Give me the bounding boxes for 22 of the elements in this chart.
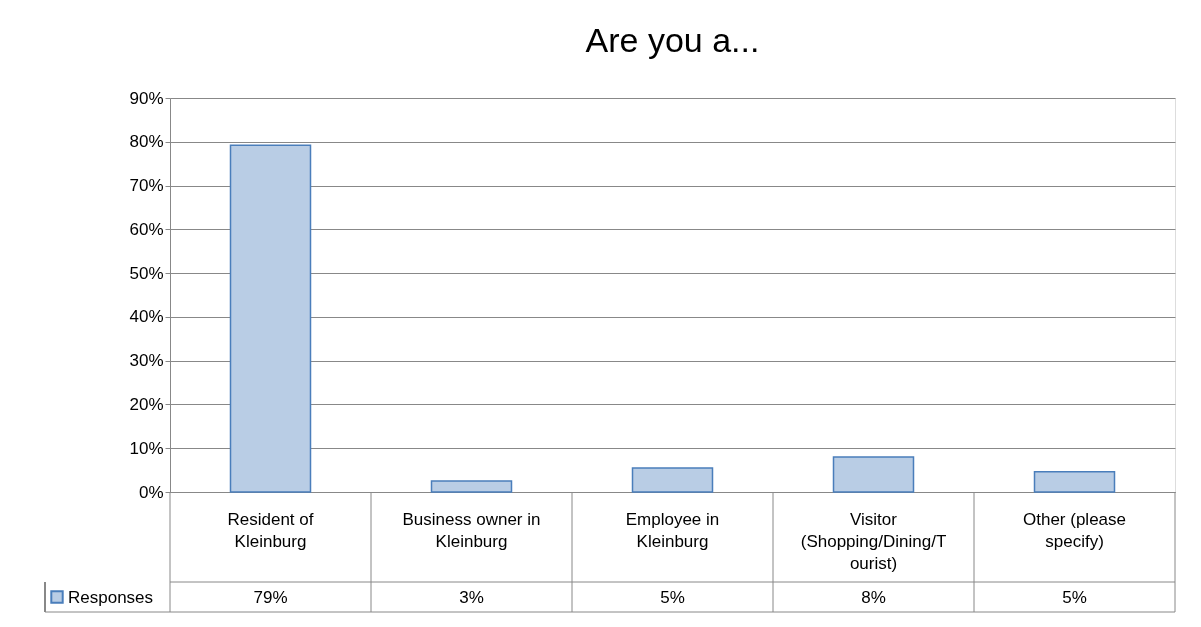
data-label: 5% xyxy=(660,588,685,607)
x-tick-label: Other (please specify) xyxy=(1023,510,1126,551)
y-tick-label: 50% xyxy=(129,263,164,283)
x-tick-label: Resident of Kleinburg xyxy=(227,510,314,551)
y-tick-label: 70% xyxy=(129,176,164,196)
y-tick-label: 40% xyxy=(129,307,164,327)
data-label: 79% xyxy=(253,588,288,607)
y-tick-label: 20% xyxy=(129,394,164,414)
y-tick-label: 0% xyxy=(138,482,164,502)
data-label: 3% xyxy=(459,588,484,607)
y-tick-label: 10% xyxy=(129,438,164,458)
x-tick-label: Visitor (Shopping/Dining/Tourist) xyxy=(800,510,947,573)
chart-title: Are you a... xyxy=(585,21,760,59)
x-tick-label: Employee in Kleinburg xyxy=(625,510,720,551)
y-tick-label: 80% xyxy=(129,132,164,152)
data-label: 5% xyxy=(1062,588,1087,607)
y-tick-label: 90% xyxy=(129,88,164,108)
data-label: 8% xyxy=(861,588,886,607)
y-tick-label: 30% xyxy=(129,351,164,371)
legend-label: Responses xyxy=(68,588,154,607)
x-tick-label: Business owner in Kleinburg xyxy=(402,510,541,551)
y-tick-label: 60% xyxy=(129,219,164,239)
